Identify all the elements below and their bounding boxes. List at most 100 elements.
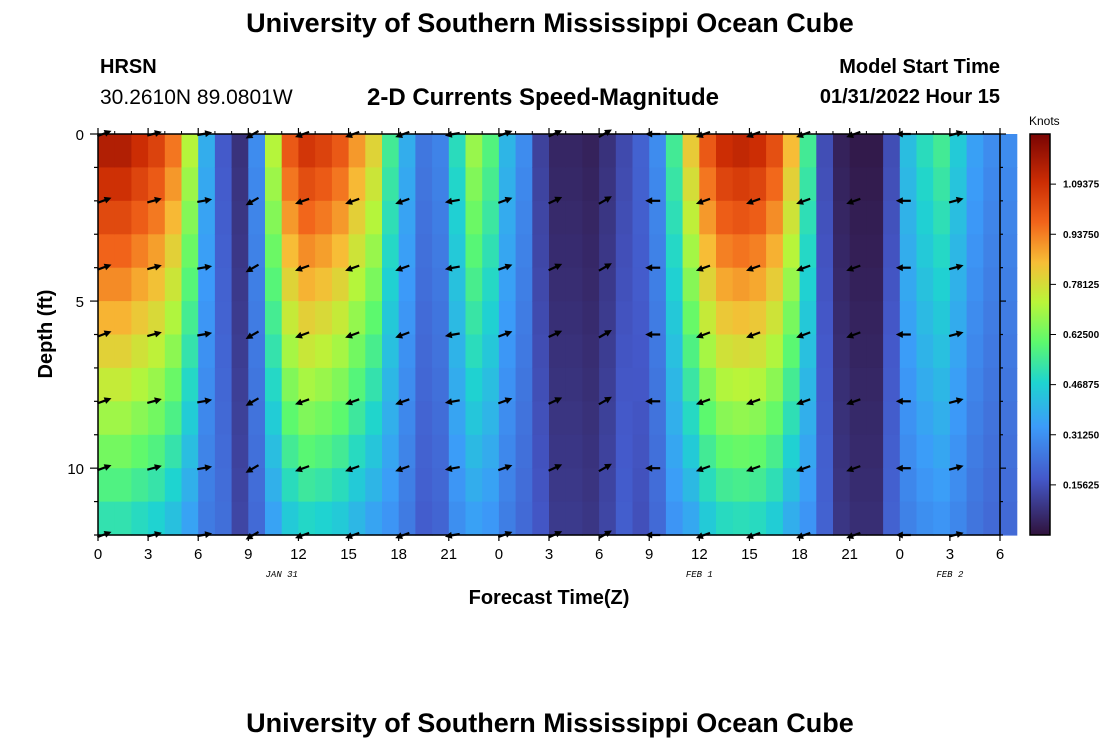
heat-cell: [114, 334, 132, 369]
heat-cell: [799, 401, 817, 436]
current-arrow: [695, 197, 711, 205]
heat-cell: [164, 334, 183, 369]
current-arrow: [444, 197, 460, 205]
heat-cell: [181, 134, 199, 168]
current-arrow: [295, 465, 310, 473]
heat-cell: [498, 401, 517, 436]
heat-cell: [114, 501, 132, 536]
heat-cell: [198, 501, 216, 536]
current-arrow: [895, 264, 911, 272]
heat-cell: [582, 167, 600, 202]
heat-cell: [682, 334, 700, 369]
heat-cell: [1000, 267, 1018, 302]
heat-cell: [448, 367, 467, 402]
heat-cell: [398, 134, 416, 168]
heat-cell: [699, 434, 717, 469]
chart-subtitle: 2-D Currents Speed-Magnitude: [367, 84, 720, 111]
heat-cell: [565, 501, 583, 536]
heat-cell: [849, 367, 867, 402]
heat-cell: [833, 134, 851, 168]
heat-cell: [699, 501, 717, 536]
heat-cell: [532, 167, 550, 202]
heat-cell: [883, 167, 901, 202]
heat-cell: [198, 401, 216, 436]
heat-cell: [365, 468, 383, 503]
heat-cell: [599, 267, 617, 302]
colorbar-tick-label: 0.31250: [1063, 430, 1100, 441]
heat-cell: [682, 367, 700, 402]
heat-cell: [782, 367, 801, 402]
heat-cell: [833, 501, 851, 536]
heat-cell: [732, 267, 750, 302]
heat-cell: [331, 301, 350, 336]
heat-cell: [181, 167, 199, 202]
heat-cell: [482, 367, 500, 402]
heat-cell: [582, 134, 600, 168]
heat-cell: [582, 401, 600, 436]
heat-cell: [148, 200, 166, 235]
heat-cell: [265, 134, 283, 168]
heat-cell: [682, 501, 700, 536]
heat-cell: [599, 468, 617, 503]
heat-cell: [565, 267, 583, 302]
heat-cell: [331, 234, 350, 269]
heat-cell: [214, 434, 233, 469]
heat-cell: [382, 234, 400, 269]
current-arrow: [895, 197, 911, 205]
heat-cell: [716, 234, 734, 269]
y-axis-label: Depth (ft): [35, 290, 57, 379]
current-arrow: [846, 331, 861, 339]
current-arrow: [746, 398, 761, 406]
heat-cell: [98, 401, 116, 436]
heat-cell: [432, 267, 450, 302]
heat-cell: [365, 367, 383, 402]
heat-cell: [231, 200, 249, 235]
heat-cell: [615, 468, 634, 503]
heat-cell: [966, 334, 984, 369]
heat-cell: [348, 367, 366, 402]
x-tick-label: 6: [996, 546, 1004, 563]
heat-cell: [899, 401, 918, 436]
heat-cell: [265, 301, 283, 336]
heat-cell: [515, 234, 533, 269]
heat-cell: [365, 434, 383, 469]
heat-cell: [649, 167, 667, 202]
heat-cell: [766, 468, 784, 503]
heat-cell: [883, 367, 901, 402]
heat-cell: [949, 200, 968, 235]
heat-cell: [582, 267, 600, 302]
current-arrow: [645, 331, 661, 338]
heat-cell: [214, 200, 233, 235]
heat-cell: [98, 234, 116, 269]
heat-cell: [799, 134, 817, 168]
heat-cell: [214, 501, 233, 536]
heat-cell: [265, 434, 283, 469]
heat-cell: [933, 167, 951, 202]
heat-cell: [565, 234, 583, 269]
colorbar-tick-label: 0.78125: [1063, 280, 1100, 291]
heat-cell: [315, 501, 333, 536]
heat-cell: [181, 401, 199, 436]
heat-cell: [415, 468, 433, 503]
heat-cell: [131, 167, 149, 202]
heat-cell: [281, 301, 299, 336]
heat-cell: [732, 401, 750, 436]
current-arrow: [746, 197, 761, 205]
heat-cell: [916, 267, 934, 302]
heat-cell: [782, 401, 801, 436]
heat-cell: [248, 367, 266, 402]
current-arrow: [444, 331, 460, 339]
heat-cell: [482, 301, 500, 336]
heat-cell: [465, 167, 483, 202]
heat-cell: [949, 234, 968, 269]
heat-cell: [766, 167, 784, 202]
heat-cell: [432, 401, 450, 436]
heat-cell: [298, 501, 316, 536]
heat-cell: [248, 301, 266, 336]
current-arrow: [497, 330, 513, 338]
heat-cell: [415, 334, 433, 369]
heat-cell: [883, 134, 901, 168]
heat-cell: [248, 134, 266, 168]
heat-cell: [331, 267, 350, 302]
heat-cell: [816, 234, 834, 269]
